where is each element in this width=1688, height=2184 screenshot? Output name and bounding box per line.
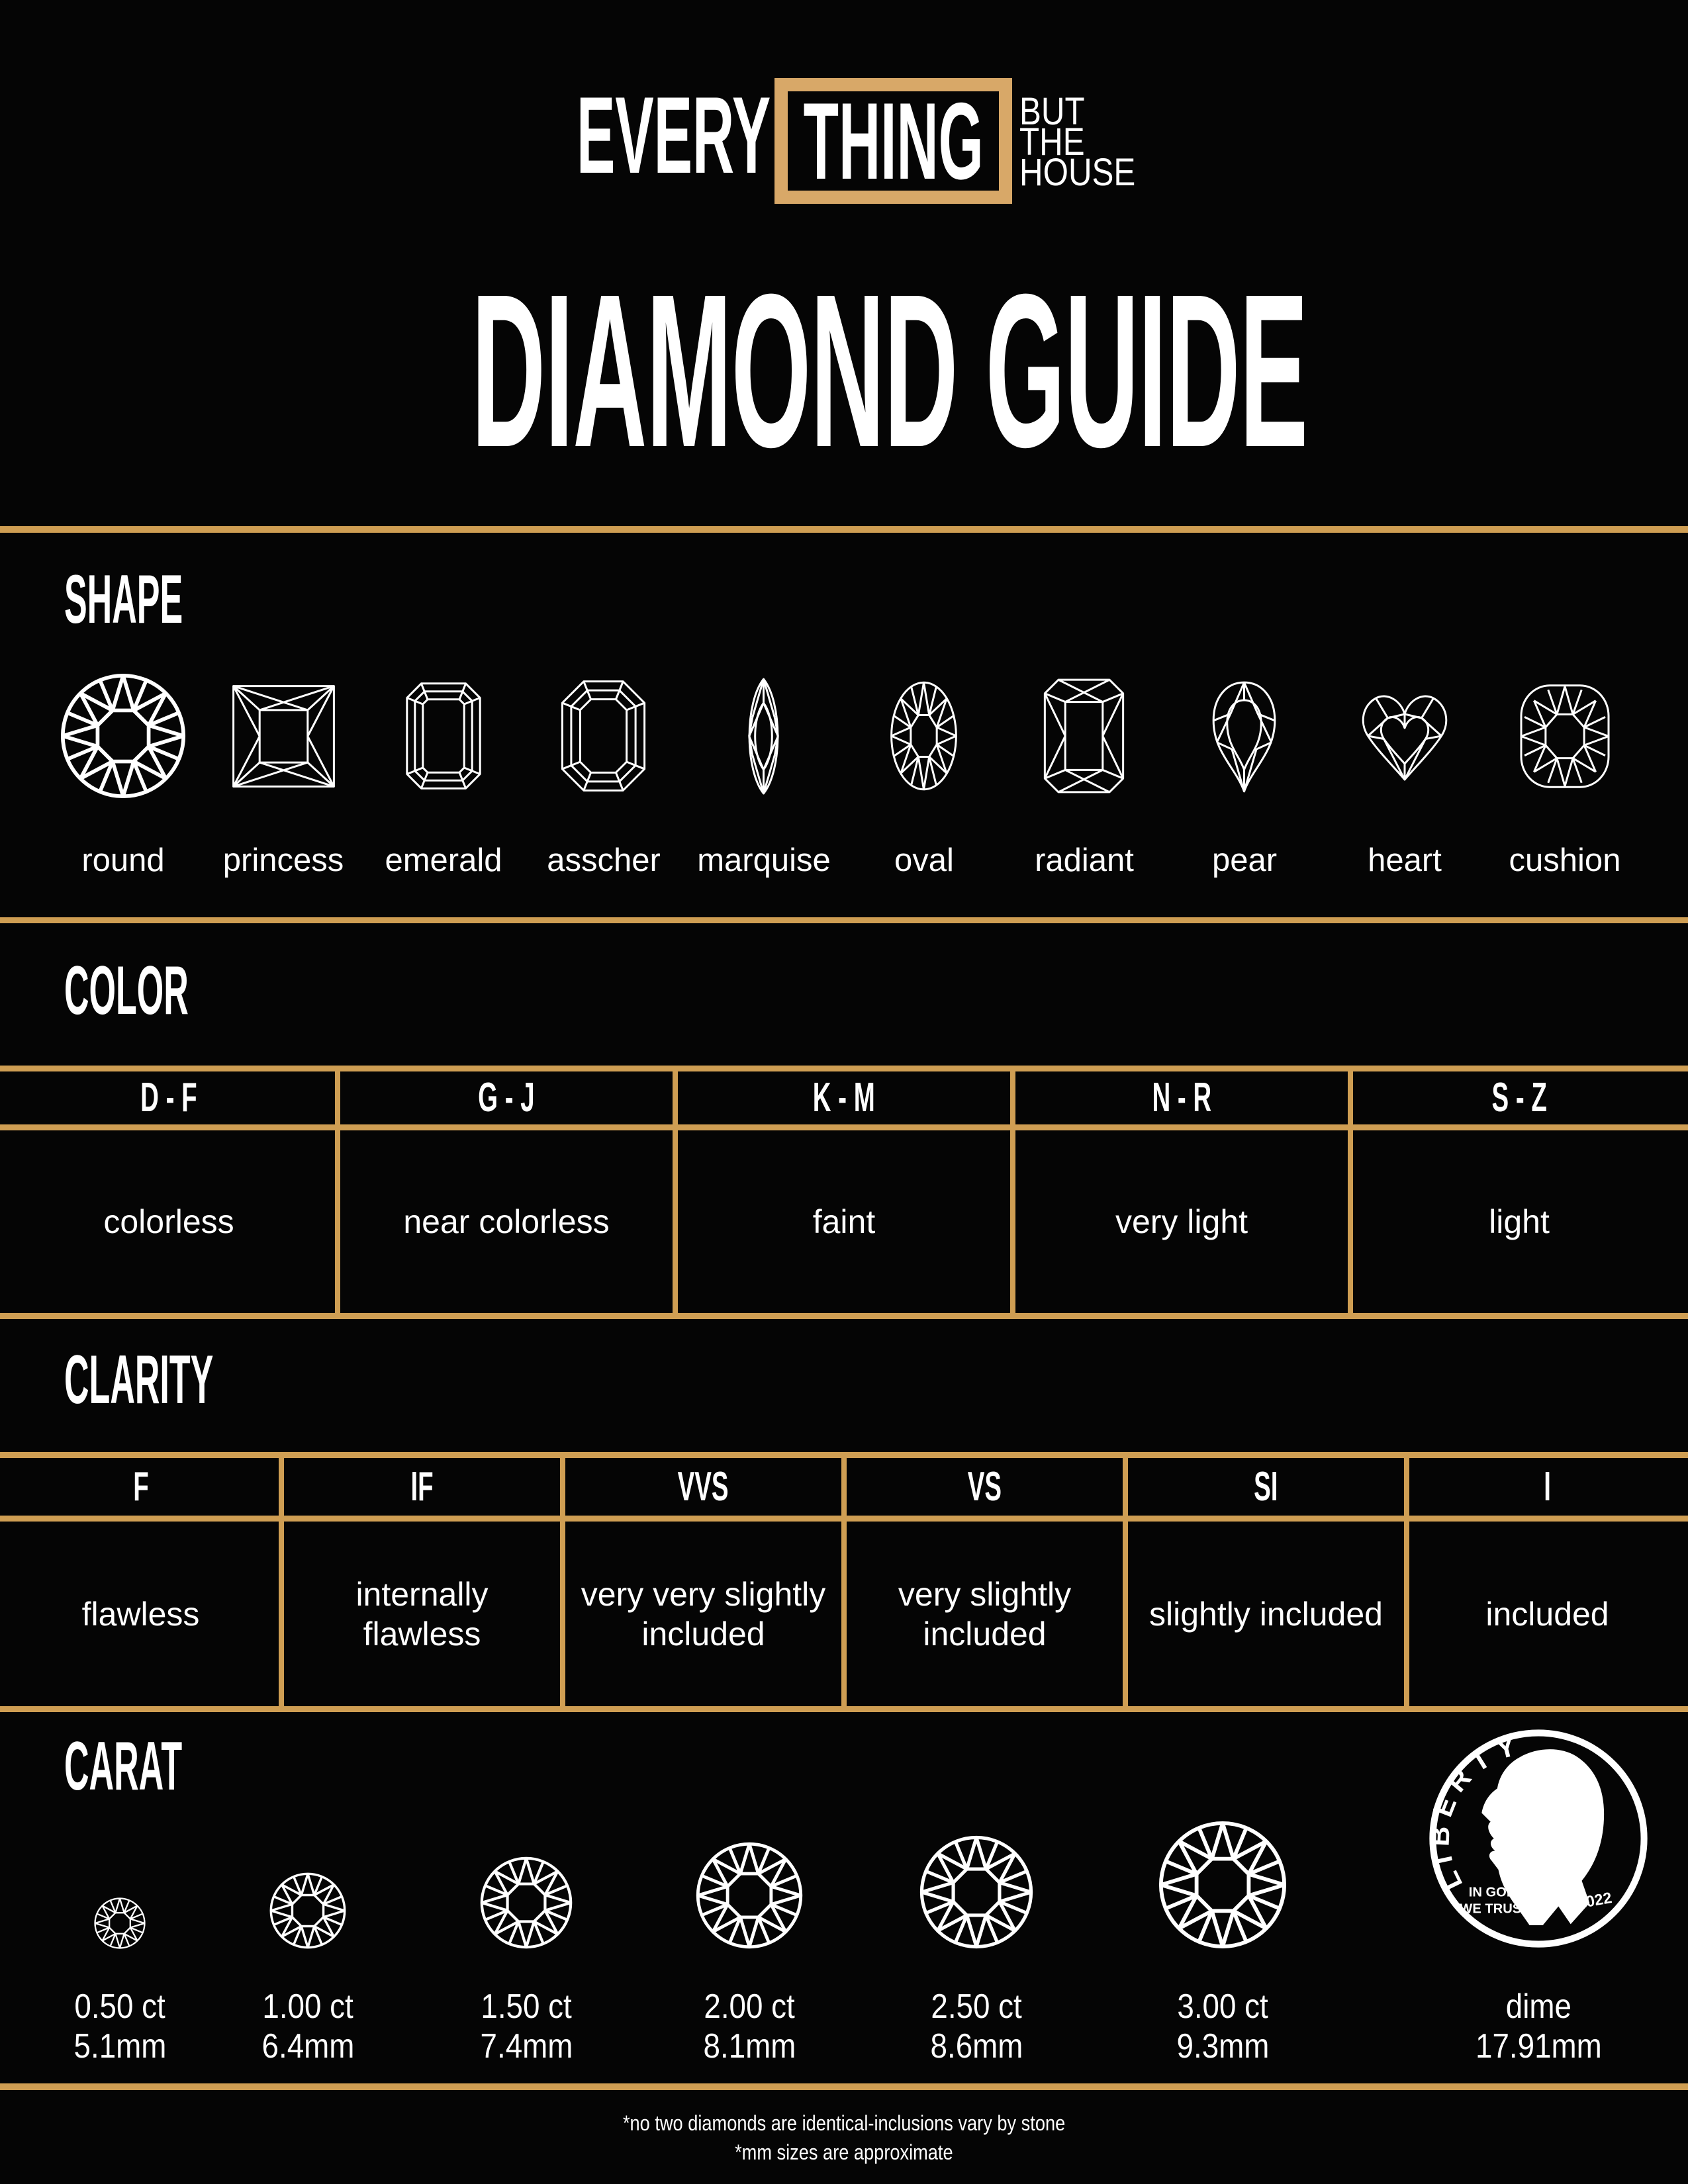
- carat-heading: CARAT: [64, 1728, 183, 1805]
- color-desc-very-light: very light: [1115, 1203, 1248, 1240]
- divider-header: [0, 526, 1688, 533]
- carat-ct-label: 3.00 ct: [1177, 1987, 1268, 2026]
- shape-label-round: round: [81, 842, 165, 878]
- carat-stone-300: [1158, 1821, 1287, 1949]
- clarity-grade-i: I: [1544, 1463, 1551, 1510]
- footer-note-1: *no two diamonds are identical-inclusion…: [622, 2111, 1066, 2135]
- clarity-grade-vs: VS: [967, 1463, 1002, 1510]
- clarity-table-divider: [560, 1452, 565, 1712]
- color-grade-km: K - M: [813, 1075, 875, 1120]
- carat-mm-label: 5.1mm: [73, 2027, 166, 2066]
- carat-mm-label: 7.4mm: [480, 2027, 573, 2066]
- carat-stone-250: [919, 1835, 1033, 1949]
- page-title: DIAMOND GUIDE: [471, 248, 1308, 492]
- color-desc-colorless: colorless: [103, 1203, 234, 1240]
- logo-tagline: BUT THE HOUSE: [1019, 90, 1136, 194]
- princess-diamond-icon: [229, 682, 338, 791]
- clarity-desc-flawless: flawless: [81, 1595, 200, 1633]
- color-desc-faint: faint: [812, 1203, 876, 1240]
- color-table-top-border: [0, 1066, 1688, 1071]
- radiant-diamond-icon: [1039, 676, 1129, 796]
- color-grade-nr: N - R: [1152, 1075, 1211, 1120]
- pear-diamond-icon: [1206, 678, 1282, 794]
- shape-label-marquise: marquise: [697, 842, 831, 878]
- color-table-header-border: [0, 1124, 1688, 1130]
- logo-gold-box: THING: [774, 78, 1012, 204]
- dime-motto-line1: IN GOD: [1469, 1885, 1517, 1899]
- clarity-desc-slightly-included: slightly included: [1149, 1595, 1383, 1633]
- carat-mm-label: 8.1mm: [703, 2027, 796, 2066]
- clarity-desc-vs-included: very slightly included: [898, 1575, 1072, 1653]
- carat-stone-050: [94, 1897, 146, 1949]
- shape-label-asscher: asscher: [547, 842, 661, 878]
- round-diamond-icon: [60, 673, 186, 799]
- dime-mm-label: 17.91mm: [1475, 2027, 1602, 2066]
- color-table-divider: [335, 1066, 340, 1319]
- carat-mm-label: 9.3mm: [1176, 2027, 1269, 2066]
- color-heading: COLOR: [64, 952, 189, 1029]
- clarity-grade-vvs: VVS: [678, 1463, 729, 1510]
- carat-ct-label: 0.50 ct: [74, 1987, 165, 2026]
- footer-note-2: *mm sizes are approximate: [735, 2140, 953, 2164]
- carat-ct-label: 2.50 ct: [931, 1987, 1022, 2026]
- heart-diamond-icon: [1352, 686, 1458, 786]
- color-table-divider: [1010, 1066, 1015, 1319]
- carat-ct-label: 1.50 ct: [481, 1987, 572, 2026]
- shape-label-pear: pear: [1211, 842, 1278, 878]
- dime-coin-icon: LIBERTY IN GOD WE TRUST 2022: [1427, 1729, 1648, 1948]
- carat-stone-200: [696, 1842, 803, 1949]
- emerald-diamond-icon: [404, 676, 483, 796]
- color-grade-sz: S - Z: [1491, 1075, 1547, 1120]
- color-table-divider: [1348, 1066, 1353, 1319]
- carat-stone-100: [269, 1872, 346, 1949]
- logo-word-every: EVERY: [576, 74, 771, 196]
- carat-mm-label: 8.6mm: [930, 2027, 1023, 2066]
- carat-mm-label: 6.4mm: [261, 2027, 354, 2066]
- clarity-grade-f: F: [132, 1463, 149, 1510]
- cushion-diamond-icon: [1515, 682, 1615, 791]
- oval-diamond-icon: [886, 680, 962, 792]
- marquise-diamond-icon: [732, 672, 795, 801]
- logo-word-thing: THING: [803, 79, 984, 202]
- divider-shape-color: [0, 917, 1688, 923]
- clarity-grade-if: IF: [410, 1463, 434, 1510]
- color-table-bottom-border: [0, 1313, 1688, 1319]
- dime-label: dime: [1505, 1987, 1571, 2026]
- clarity-table-divider: [1404, 1452, 1409, 1712]
- clarity-grade-si: SI: [1254, 1463, 1278, 1510]
- shape-label-radiant: radiant: [1035, 842, 1134, 878]
- clarity-table-divider: [279, 1452, 284, 1712]
- carat-ct-label: 1.00 ct: [262, 1987, 353, 2026]
- shape-label-emerald: emerald: [385, 842, 502, 878]
- shape-label-oval: oval: [894, 842, 954, 878]
- color-desc-light: light: [1489, 1203, 1550, 1240]
- clarity-table-divider: [1123, 1452, 1128, 1712]
- clarity-heading: CLARITY: [64, 1342, 214, 1418]
- color-table-divider: [673, 1066, 678, 1319]
- shape-label-princess: princess: [222, 842, 344, 878]
- color-desc-near-colorless: near colorless: [403, 1203, 610, 1240]
- clarity-desc-vvs-included: very very slightly included: [581, 1575, 826, 1653]
- clarity-table-divider: [841, 1452, 847, 1712]
- divider-footer: [0, 2083, 1688, 2090]
- asscher-diamond-icon: [559, 676, 648, 796]
- color-grade-gj: G - J: [478, 1075, 535, 1120]
- clarity-desc-included: included: [1485, 1595, 1609, 1633]
- carat-stone-150: [480, 1856, 573, 1949]
- carat-ct-label: 2.00 ct: [704, 1987, 795, 2026]
- color-grade-df: D - F: [140, 1075, 197, 1120]
- clarity-desc-internally-flawless: internally flawless: [355, 1575, 489, 1653]
- dime-motto-line2: WE TRUST: [1460, 1902, 1530, 1917]
- shape-label-cushion: cushion: [1509, 842, 1621, 878]
- shape-heading: SHAPE: [64, 561, 183, 638]
- shape-label-heart: heart: [1368, 842, 1442, 878]
